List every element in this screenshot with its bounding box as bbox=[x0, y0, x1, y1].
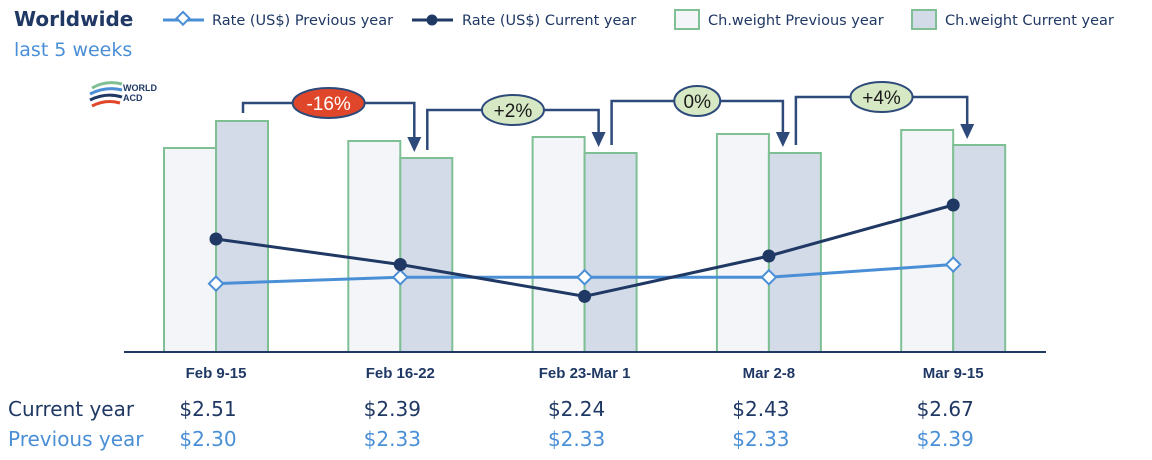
x-tick-label: Mar 9-15 bbox=[923, 365, 984, 382]
x-tick-label: Feb 9-15 bbox=[186, 365, 247, 382]
logo-text-acd: ACD bbox=[123, 93, 143, 103]
world-acd-logo: WORLD ACD bbox=[89, 81, 157, 108]
circle-marker-icon bbox=[426, 14, 438, 26]
bar-weight-current bbox=[399, 157, 454, 353]
legend-swatch-weight-previous bbox=[674, 9, 700, 30]
chart-subtitle: last 5 weeks bbox=[14, 39, 132, 61]
legend-label: Rate (US$) Current year bbox=[462, 13, 636, 29]
logo-text-world: WORLD bbox=[123, 83, 157, 93]
arrow-down-icon bbox=[407, 137, 422, 152]
legend-label: Ch.weight Previous year bbox=[708, 13, 884, 29]
point-rate-previous bbox=[760, 268, 778, 286]
change-badge bbox=[849, 81, 914, 113]
change-badge bbox=[480, 94, 545, 126]
legend: Rate (US$) Previous year Rate (US$) Curr… bbox=[163, 9, 1114, 30]
point-rate-current bbox=[209, 232, 223, 246]
change-badge bbox=[673, 85, 722, 117]
diamond-marker-icon bbox=[175, 10, 191, 27]
point-rate-previous bbox=[576, 268, 594, 286]
x-tick-label: Feb 16-22 bbox=[366, 365, 435, 382]
x-tick-label: Feb 23-Mar 1 bbox=[539, 365, 631, 382]
legend-label: Ch.weight Current year bbox=[945, 13, 1114, 29]
bar-weight-previous bbox=[900, 129, 955, 353]
point-rate-current bbox=[393, 258, 407, 271]
bar-weight-current bbox=[952, 144, 1007, 353]
legend-swatch-weight-current bbox=[911, 9, 937, 30]
table-row-label: Current year bbox=[8, 397, 135, 421]
point-rate-previous bbox=[207, 275, 225, 293]
change-badge-label: +2% bbox=[494, 101, 533, 122]
chart-title: Worldwide bbox=[14, 7, 133, 31]
change-badge-label: -16% bbox=[306, 94, 350, 115]
bar-weight-previous bbox=[531, 136, 586, 353]
table-cell: $2.33 bbox=[364, 427, 421, 451]
table-cell: $2.24 bbox=[548, 397, 605, 421]
bar-weight-previous bbox=[163, 147, 217, 353]
table-cell: $2.67 bbox=[917, 397, 974, 421]
table-row-label: Previous year bbox=[8, 427, 144, 451]
point-rate-previous bbox=[944, 256, 962, 273]
arrow-down-icon bbox=[775, 132, 790, 147]
bar-weight-previous bbox=[347, 140, 402, 353]
table-cell: $2.33 bbox=[732, 427, 789, 451]
table-cell: $2.43 bbox=[732, 397, 789, 421]
arrow-down-icon bbox=[960, 124, 975, 139]
change-badge-label: 0% bbox=[684, 92, 712, 113]
bar-weight-current bbox=[215, 120, 269, 353]
change-badge bbox=[291, 87, 366, 119]
legend-label: Rate (US$) Previous year bbox=[212, 13, 393, 29]
change-badge-label: +4% bbox=[862, 88, 901, 109]
table-cell: $2.30 bbox=[179, 427, 236, 451]
bar-weight-previous bbox=[715, 133, 770, 353]
bar-weight-current bbox=[583, 152, 638, 353]
table-cell: $2.39 bbox=[364, 397, 421, 421]
table-cell: $2.39 bbox=[917, 427, 974, 451]
point-rate-current bbox=[946, 198, 960, 212]
point-rate-current bbox=[578, 289, 592, 303]
point-rate-previous bbox=[391, 268, 409, 286]
table-cell: $2.51 bbox=[179, 397, 236, 421]
arrow-down-icon bbox=[591, 132, 606, 147]
point-rate-current bbox=[762, 249, 776, 263]
table-cell: $2.33 bbox=[548, 427, 605, 451]
x-tick-label: Mar 2-8 bbox=[743, 365, 796, 382]
